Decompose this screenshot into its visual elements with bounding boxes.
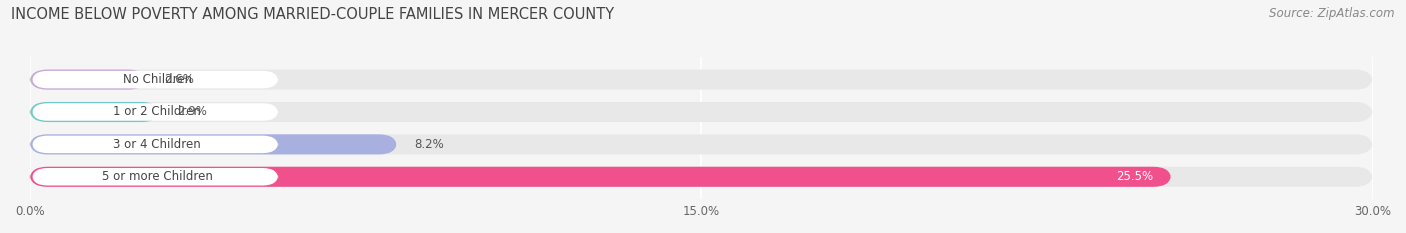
Text: 5 or more Children: 5 or more Children bbox=[101, 170, 212, 183]
FancyBboxPatch shape bbox=[30, 70, 146, 90]
FancyBboxPatch shape bbox=[30, 102, 160, 122]
FancyBboxPatch shape bbox=[30, 167, 1372, 187]
Text: INCOME BELOW POVERTY AMONG MARRIED-COUPLE FAMILIES IN MERCER COUNTY: INCOME BELOW POVERTY AMONG MARRIED-COUPL… bbox=[11, 7, 614, 22]
Text: Source: ZipAtlas.com: Source: ZipAtlas.com bbox=[1270, 7, 1395, 20]
FancyBboxPatch shape bbox=[32, 103, 278, 121]
FancyBboxPatch shape bbox=[30, 134, 1372, 154]
FancyBboxPatch shape bbox=[30, 102, 1372, 122]
FancyBboxPatch shape bbox=[30, 70, 1372, 90]
FancyBboxPatch shape bbox=[30, 134, 396, 154]
FancyBboxPatch shape bbox=[32, 136, 278, 153]
Text: 2.6%: 2.6% bbox=[165, 73, 194, 86]
Text: 1 or 2 Children: 1 or 2 Children bbox=[114, 106, 201, 119]
FancyBboxPatch shape bbox=[32, 71, 278, 88]
Text: 2.9%: 2.9% bbox=[177, 106, 207, 119]
Text: 25.5%: 25.5% bbox=[1116, 170, 1153, 183]
FancyBboxPatch shape bbox=[32, 168, 278, 185]
Text: 8.2%: 8.2% bbox=[415, 138, 444, 151]
FancyBboxPatch shape bbox=[30, 167, 1171, 187]
Text: 3 or 4 Children: 3 or 4 Children bbox=[114, 138, 201, 151]
Text: No Children: No Children bbox=[122, 73, 193, 86]
